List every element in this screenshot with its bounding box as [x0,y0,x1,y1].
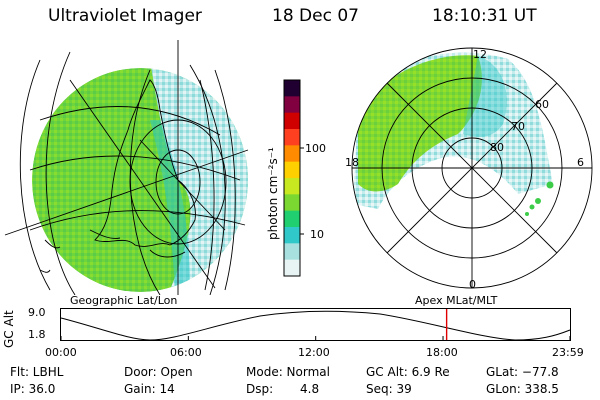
altitude-plot [60,308,571,341]
date-label: 18 Dec 07 [272,6,359,26]
colorbar-segment [284,243,300,261]
gc-alt-info: GC Alt: 6.9 Re [366,365,450,379]
colorbar-frame [283,79,301,277]
ip-info: IP: 36.0 [10,382,56,396]
aurora-image-polar [353,52,554,216]
time-tick-1200: 12:00 [298,346,330,359]
colorbar-tick-label-100: 100 [305,142,326,155]
filter-info: Flt: LBHL [10,365,64,379]
mlat-ring-label-80: 80 [490,141,504,154]
colorbar-segment [284,227,300,244]
colorbar-segment [284,178,300,195]
time-label: 18:10:31 UT [432,6,537,26]
colorbar-segment [284,96,300,114]
colorbar-segment [284,210,300,228]
instrument-title: Ultraviolet Imager [48,6,202,26]
gain-info: Gain: 14 [124,382,175,396]
polar-grid [351,47,593,289]
mlt-label-midnight: 0 [469,278,476,291]
geographic-map [4,40,249,295]
altitude-tick-high: 9.0 [28,306,46,319]
altitude-time-ticks [60,336,571,341]
colorbar-unit-label: photon cm⁻²s⁻¹ [266,147,280,240]
mlat-ring-label-70: 70 [511,120,525,133]
seq-info: Seq: 39 [366,382,412,396]
dsp-label: Dsp: [246,382,274,396]
altitude-tick-low: 1.8 [28,328,46,341]
mlat-ring-label-60: 60 [535,98,549,111]
colorbar-segment [284,80,300,97]
time-tick-2359: 23:59 [552,346,584,359]
geographic-caption: Geographic Lat/Lon [70,294,178,307]
mlt-label-noon: 12 [473,48,487,61]
glat-info: GLat: −77.8 [486,365,559,379]
colorbar-tick-label-10: 10 [310,228,324,241]
mlt-label-dawn: 6 [577,156,584,169]
altitude-axis-label: GC Alt [2,310,16,348]
colorbar-scale [284,80,300,277]
altitude-plot-frame [60,308,571,341]
colorbar-segment [284,161,300,179]
dsp-value: 4.8 [300,382,320,396]
polar-mlt-plot [351,47,593,289]
colorbar-segment [284,112,300,130]
coastline [39,79,196,273]
glon-info: GLon: 338.5 [486,382,559,396]
colorbar-segment [284,145,300,163]
geo-grid [4,40,249,295]
colorbar-segment [284,194,300,212]
colorbar [283,79,304,277]
time-tick-0000: 00:00 [45,346,77,359]
door-info: Door: Open [124,365,193,379]
time-tick-1800: 18:00 [426,346,458,359]
time-tick-0600: 06:00 [170,346,202,359]
altitude-curve [60,310,571,341]
apex-caption: Apex MLat/MLT [415,294,498,307]
mlt-label-dusk: 18 [345,156,359,169]
colorbar-segment [284,259,300,277]
colorbar-segment [284,129,300,146]
mode-info: Mode: Normal [246,365,330,379]
